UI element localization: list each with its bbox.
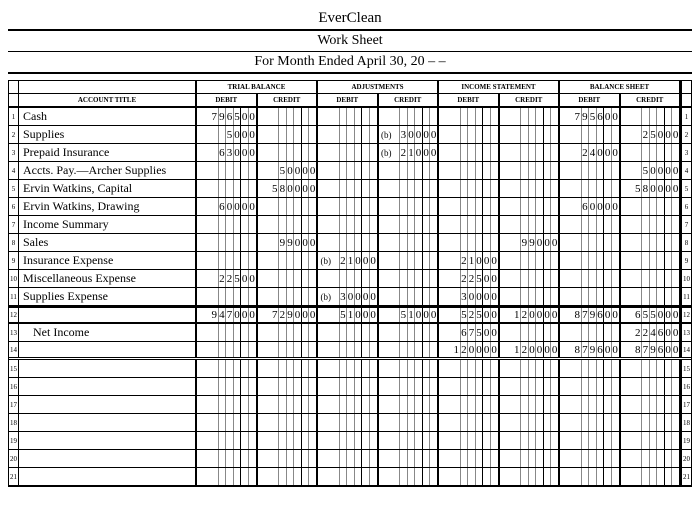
table-row: 17 17: [9, 396, 691, 414]
section-balance-sheet: Balance Sheet: [560, 81, 681, 93]
account-title: Insurance Expense: [19, 252, 197, 269]
row-number: 16: [9, 378, 19, 395]
row-number: 17: [9, 396, 19, 413]
account-title: [19, 342, 197, 357]
row-number: 1: [9, 108, 19, 125]
account-title: Ervin Watkins, Capital: [19, 180, 197, 197]
account-title: [19, 450, 197, 467]
table-row: 13 Net Income 67500 224600 13: [9, 324, 691, 342]
table-row: 18 18: [9, 414, 691, 432]
debit-credit-header-row: Account Title DebitCredit DebitCredit De…: [9, 94, 691, 108]
row-number: 2: [9, 126, 19, 143]
account-title: Ervin Watkins, Drawing: [19, 198, 197, 215]
table-row: 15 15: [9, 360, 691, 378]
row-number: 13: [681, 324, 691, 341]
row-number: 7: [9, 216, 19, 233]
row-number: 14: [681, 342, 691, 357]
row-number: 10: [9, 270, 19, 287]
row-number: 5: [681, 180, 691, 197]
row-number: 11: [681, 288, 691, 305]
table-row: 9 Insurance Expense (b)21000 21000 9: [9, 252, 691, 270]
worksheet: Trial Balance Adjustments Income Stateme…: [8, 80, 692, 487]
row-number: 12: [9, 308, 19, 322]
table-row: 11 Supplies Expense (b)30000 30000 11: [9, 288, 691, 306]
row-number: 19: [681, 432, 691, 449]
row-number: 8: [9, 234, 19, 251]
account-title: [19, 378, 197, 395]
row-number: 9: [681, 252, 691, 269]
account-title: Cash: [19, 108, 197, 125]
row-number: 3: [681, 144, 691, 161]
row-number: 10: [681, 270, 691, 287]
section-trial-balance: Trial Balance: [197, 81, 318, 93]
row-number: 16: [681, 378, 691, 395]
row-number: 15: [681, 360, 691, 377]
row-number: 6: [681, 198, 691, 215]
account-title: Sales: [19, 234, 197, 251]
row-number: 18: [9, 414, 19, 431]
row-number: 21: [9, 468, 19, 485]
section-header-row: Trial Balance Adjustments Income Stateme…: [9, 81, 691, 94]
account-title: [19, 308, 197, 322]
account-title: Prepaid Insurance: [19, 144, 197, 161]
worksheet-header: EverClean Work Sheet For Month Ended Apr…: [8, 8, 692, 74]
row-number: 18: [681, 414, 691, 431]
worksheet-body: 1 Cash 796500 795600 1 2 Supplies 5000 (…: [9, 108, 691, 486]
account-title: Supplies: [19, 126, 197, 143]
row-number: 4: [681, 162, 691, 179]
row-number: 1: [681, 108, 691, 125]
account-title: Miscellaneous Expense: [19, 270, 197, 287]
row-number: 21: [681, 468, 691, 485]
company-name: EverClean: [8, 8, 692, 29]
table-row: 19 19: [9, 432, 691, 450]
row-number: 3: [9, 144, 19, 161]
table-row: 4 Accts. Pay.—Archer Supplies 50000 5000…: [9, 162, 691, 180]
table-row: 1 Cash 796500 795600 1: [9, 108, 691, 126]
row-number: 5: [9, 180, 19, 197]
row-number: 12: [681, 308, 691, 322]
row-number: 17: [681, 396, 691, 413]
account-title: Supplies Expense: [19, 288, 197, 305]
row-number: 8: [681, 234, 691, 251]
table-row: 14 120000120000 879600879600 14: [9, 342, 691, 360]
account-title: [19, 360, 197, 377]
account-title: Income Summary: [19, 216, 197, 233]
row-number: 20: [9, 450, 19, 467]
row-number: 20: [681, 450, 691, 467]
table-row: 21 21: [9, 468, 691, 486]
table-row: 12 947000729000 5100051000 52500120000 8…: [9, 306, 691, 324]
table-row: 10 Miscellaneous Expense 22500 22500 10: [9, 270, 691, 288]
account-title: [19, 432, 197, 449]
row-number: 19: [9, 432, 19, 449]
row-number: 14: [9, 342, 19, 357]
row-number: 6: [9, 198, 19, 215]
table-row: 20 20: [9, 450, 691, 468]
table-row: 7 Income Summary 7: [9, 216, 691, 234]
row-number: 4: [9, 162, 19, 179]
account-title: Net Income: [19, 324, 197, 341]
table-row: 2 Supplies 5000 (b)30000 25000 2: [9, 126, 691, 144]
row-number: 13: [9, 324, 19, 341]
period: For Month Ended April 30, 20 – –: [8, 51, 692, 74]
table-row: 3 Prepaid Insurance 63000 (b)21000 24000…: [9, 144, 691, 162]
sheet-title: Work Sheet: [8, 29, 692, 51]
section-adjustments: Adjustments: [318, 81, 439, 93]
account-title: Accts. Pay.—Archer Supplies: [19, 162, 197, 179]
account-title: [19, 396, 197, 413]
account-title: [19, 414, 197, 431]
table-row: 8 Sales 99000 99000 8: [9, 234, 691, 252]
row-number: 2: [681, 126, 691, 143]
table-row: 5 Ervin Watkins, Capital 580000 580000 5: [9, 180, 691, 198]
row-number: 9: [9, 252, 19, 269]
row-number: 11: [9, 288, 19, 305]
table-row: 6 Ervin Watkins, Drawing 60000 60000 6: [9, 198, 691, 216]
account-title-header: Account Title: [19, 94, 197, 106]
row-number: 15: [9, 360, 19, 377]
table-row: 16 16: [9, 378, 691, 396]
section-income-statement: Income Statement: [439, 81, 560, 93]
row-number: 7: [681, 216, 691, 233]
account-title: [19, 468, 197, 485]
